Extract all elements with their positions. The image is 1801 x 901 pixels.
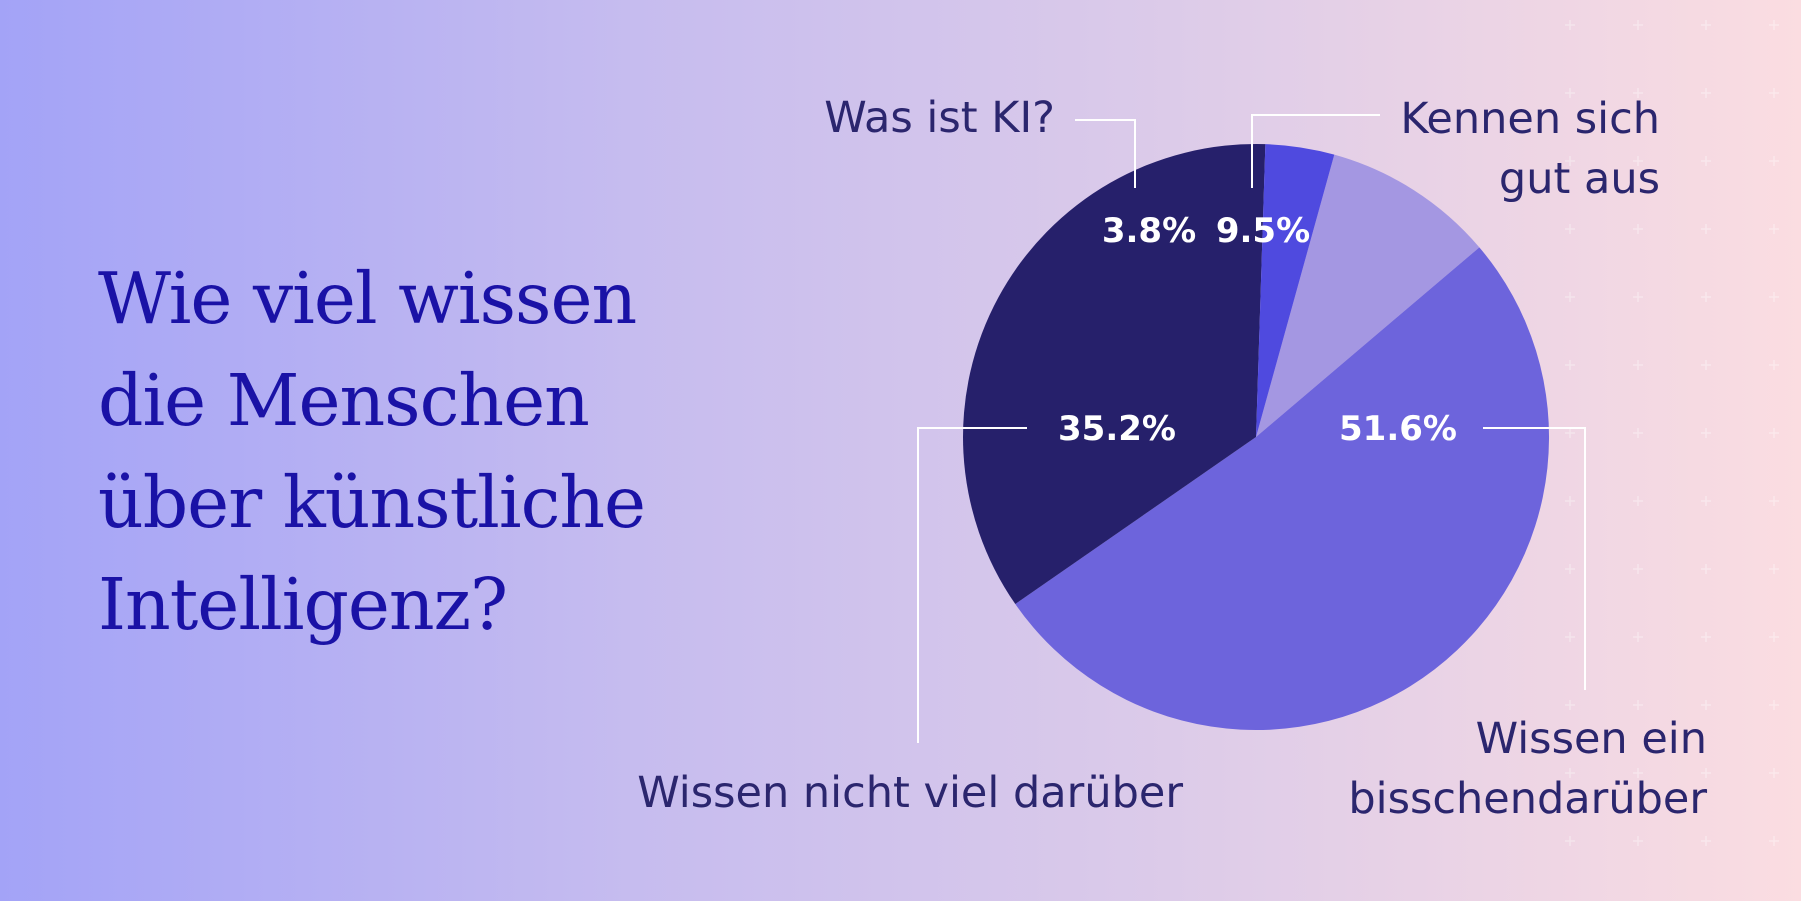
slice-value-label-1: 51.6% <box>1339 409 1457 449</box>
slice-category-label-0: Kennen sich gut aus <box>1400 94 1660 204</box>
title-line-3: über künstliche <box>98 461 646 544</box>
slice-value-label-0: 9.5% <box>1216 211 1310 251</box>
slice-category-label-1: Wissen ein bisschendarüber <box>1348 714 1707 824</box>
slice-category-label-line: bisschendarüber <box>1348 774 1707 824</box>
pie-slice-0 <box>1256 154 1480 437</box>
leader-line-2 <box>917 427 1027 743</box>
title-line-1: Wie viel wissen <box>98 257 637 340</box>
pie-slice-3 <box>1256 144 1335 437</box>
slice-category-label-line: Wissen nicht viel darüber <box>637 768 1183 818</box>
title-line-4: Intelligenz? <box>98 563 508 646</box>
slice-category-label-line: gut aus <box>1499 154 1660 204</box>
slice-category-label-2: Wissen nicht viel darüber <box>637 768 1183 818</box>
leader-line-1 <box>1483 427 1586 690</box>
leader-line-0 <box>1251 114 1380 188</box>
slice-value-label-3: 3.8% <box>1102 211 1196 251</box>
pie-slice-2 <box>963 143 1266 605</box>
leader-line-3 <box>1075 119 1136 188</box>
slice-category-label-3: Was ist KI? <box>824 93 1055 143</box>
pie-slice-1 <box>1015 247 1550 731</box>
slice-category-label-line: Was ist KI? <box>824 93 1055 143</box>
slice-category-label-line: Wissen ein <box>1476 714 1707 764</box>
slice-category-label-line: Kennen sich <box>1400 94 1660 144</box>
page-title: Wie viel wissen die Menschen über künstl… <box>98 248 646 656</box>
slice-value-label-2: 35.2% <box>1058 409 1176 449</box>
title-line-2: die Menschen <box>98 359 590 442</box>
